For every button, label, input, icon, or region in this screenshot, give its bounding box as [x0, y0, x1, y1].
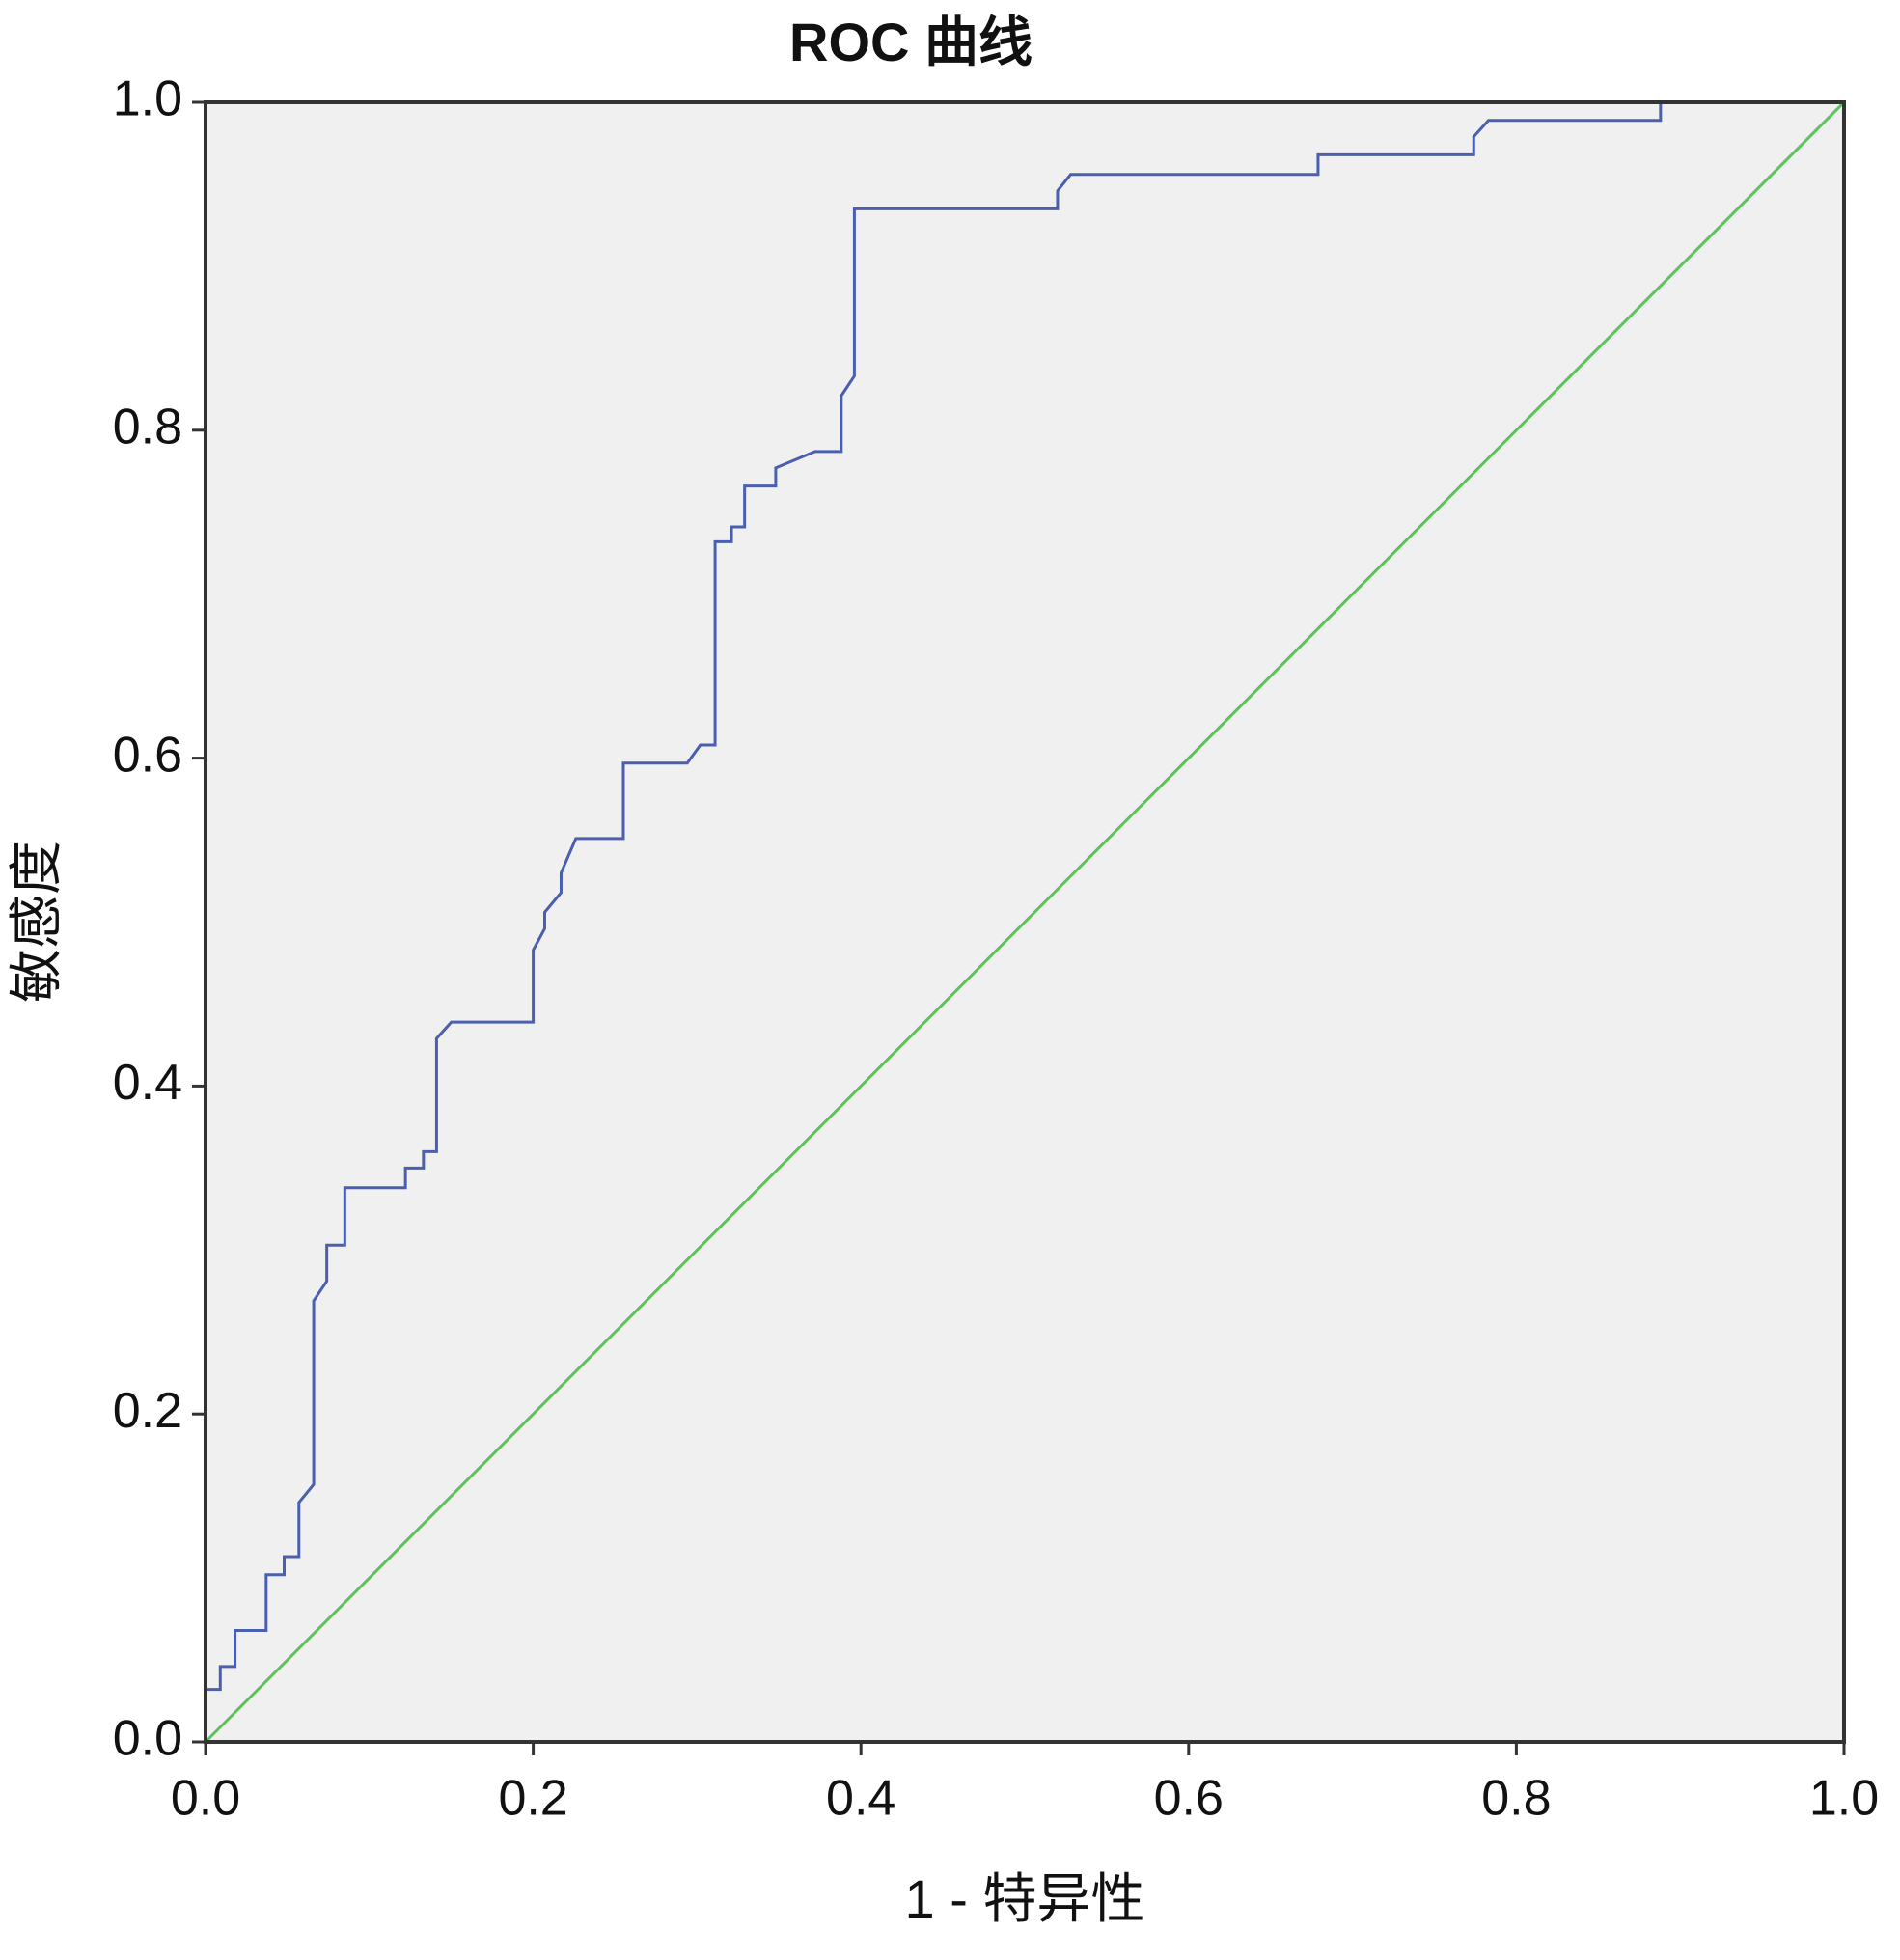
x-tick-label: 1.0 — [1809, 1771, 1879, 1827]
y-tick-label: 0.6 — [113, 727, 182, 783]
y-tick-label: 0.8 — [113, 400, 182, 455]
x-tick-label: 0.0 — [171, 1771, 240, 1827]
x-tick-label: 0.4 — [826, 1771, 895, 1827]
x-tick-label: 0.2 — [498, 1771, 567, 1827]
x-tick-label: 0.8 — [1481, 1771, 1551, 1827]
y-tick-label: 0.0 — [113, 1711, 182, 1767]
plot-frame — [204, 100, 1846, 1744]
series-line — [204, 100, 1844, 1742]
series-line — [204, 100, 1846, 1744]
x-axis-label: 1 - 特异性 — [905, 1868, 1145, 1929]
y-axis-label: 敏感度 — [6, 841, 67, 1003]
y-tick-label: 0.4 — [113, 1055, 182, 1111]
chart-title: ROC 曲线 — [789, 12, 1033, 72]
y-tick-label: 0.2 — [113, 1383, 182, 1439]
x-tick-label: 0.6 — [1154, 1771, 1224, 1827]
y-tick-label: 1.0 — [113, 71, 182, 127]
